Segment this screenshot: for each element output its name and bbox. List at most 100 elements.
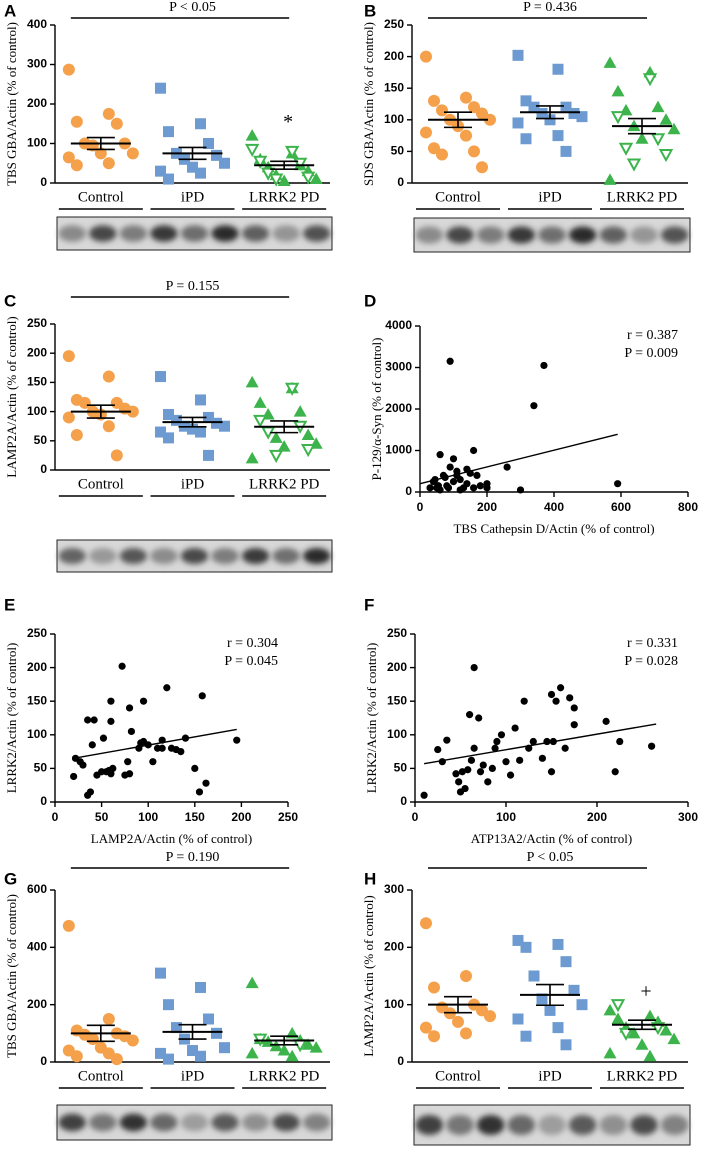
data-point	[446, 357, 454, 365]
y-tick-label: 300	[27, 57, 47, 71]
data-point	[211, 1027, 222, 1039]
y-tick-label: 400	[27, 940, 47, 954]
y-axis-label: LAMP2A/Actin (% of control)	[361, 895, 376, 1056]
data-point	[466, 711, 474, 719]
data-point	[650, 133, 666, 147]
data-point	[195, 1050, 206, 1062]
data-point	[476, 482, 484, 490]
blot-band	[119, 548, 148, 564]
data-point	[203, 411, 214, 423]
data-point	[479, 761, 487, 769]
y-axis-label: LRRK2/Actin (% of control)	[364, 643, 379, 794]
blot-band	[272, 548, 300, 564]
data-point	[520, 1030, 532, 1042]
y-tick-label: 300	[384, 882, 404, 896]
y-axis-label: SDS GBA/Actin (% of control)	[361, 22, 376, 186]
x-tick-label: 0	[52, 810, 59, 824]
x-tick-label: LRRK2 PD	[607, 1068, 678, 1084]
data-point	[659, 113, 673, 125]
stat-p: P = 0.009	[624, 346, 678, 361]
data-point	[102, 370, 115, 383]
blot-band	[150, 225, 178, 242]
data-point	[446, 463, 454, 471]
x-tick-label: 200	[587, 810, 607, 824]
data-point	[126, 147, 139, 160]
y-tick-label: 150	[384, 80, 404, 94]
data-point	[245, 1046, 259, 1059]
data-point	[109, 764, 117, 773]
data-point	[512, 117, 524, 129]
x-tick-label: 250	[278, 810, 298, 824]
data-point	[126, 1034, 139, 1047]
y-tick-label: 200	[27, 660, 47, 674]
data-point	[428, 94, 440, 107]
data-point	[484, 113, 496, 126]
y-tick-label: 100	[27, 136, 47, 150]
data-point	[635, 1038, 649, 1050]
data-point	[163, 409, 174, 421]
data-point	[244, 143, 260, 158]
x-tick-label: LRRK2 PD	[249, 1068, 320, 1084]
y-axis-label: P-129/α-Syn (% of control)	[369, 338, 384, 481]
data-point	[163, 432, 174, 444]
blot-band	[630, 226, 658, 244]
data-point	[458, 768, 466, 776]
data-point	[484, 778, 492, 786]
blot-band	[89, 225, 117, 242]
y-tick-label: 50	[394, 761, 408, 775]
x-tick-label: iPD	[538, 1068, 562, 1084]
data-point	[195, 118, 206, 130]
data-point	[139, 697, 148, 705]
y-tick-label: 0	[40, 794, 47, 808]
data-point	[233, 736, 241, 744]
data-point	[502, 758, 510, 766]
data-point	[460, 129, 472, 142]
y-tick-label: 0	[40, 1054, 47, 1068]
y-tick-label: 0	[397, 175, 404, 189]
data-point	[449, 455, 458, 463]
y-axis-label: LRRK2/Actin (% of control)	[4, 643, 19, 794]
data-point	[491, 744, 499, 752]
data-point	[520, 133, 532, 145]
data-point	[460, 970, 472, 982]
annotation: P = 0.155	[166, 279, 220, 294]
data-point	[461, 784, 469, 793]
blot-band	[302, 1113, 331, 1132]
data-point	[528, 970, 540, 982]
y-tick-label: 0	[397, 1054, 404, 1068]
data-point	[62, 151, 75, 164]
data-point	[125, 770, 134, 778]
y-tick-label: 50	[34, 433, 48, 447]
data-point	[468, 101, 480, 114]
data-point	[452, 1015, 464, 1028]
data-point	[538, 754, 547, 762]
blot-band	[660, 1115, 689, 1135]
data-point	[557, 684, 565, 692]
data-point	[195, 788, 204, 796]
data-point	[434, 482, 443, 490]
data-point	[252, 414, 268, 428]
data-point	[529, 737, 537, 746]
blot-band	[660, 226, 689, 244]
data-point	[627, 1026, 641, 1039]
data-point	[552, 697, 560, 705]
data-point	[177, 748, 185, 756]
data-point	[651, 100, 665, 113]
panel-letter: F	[364, 595, 374, 614]
data-point	[443, 736, 451, 744]
y-axis-label: TBS GBA/Actin (% of control)	[4, 22, 19, 186]
blot-band	[241, 1113, 270, 1132]
data-point	[436, 104, 448, 117]
blot-band	[507, 226, 536, 244]
data-point	[195, 426, 206, 438]
data-point	[155, 82, 166, 94]
data-point	[219, 420, 230, 432]
y-tick-label: 100	[27, 404, 47, 418]
y-tick-label: 100	[384, 997, 404, 1011]
data-point	[62, 411, 75, 424]
blot-band	[599, 1115, 628, 1135]
data-point	[552, 1022, 564, 1034]
data-point	[171, 1022, 182, 1034]
data-point	[428, 142, 440, 155]
